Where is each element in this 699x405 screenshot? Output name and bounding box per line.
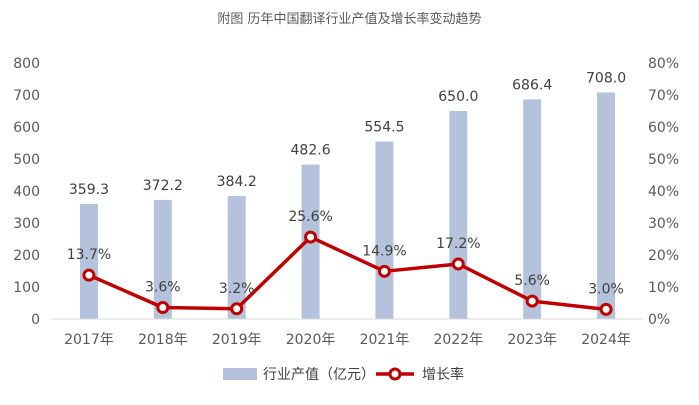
line-data-label: 3.0% [588, 281, 624, 297]
left-axis-tick-label: 200 [13, 248, 40, 264]
left-axis-tick-label: 300 [13, 216, 40, 232]
line-data-label: 17.2% [436, 236, 480, 252]
bar-data-label: 554.5 [364, 120, 404, 136]
left-axis-tick-label: 700 [13, 88, 40, 104]
left-axis-tick-label: 100 [13, 280, 40, 296]
right-axis-tick-label: 60% [648, 120, 679, 136]
legend-line-marker [388, 367, 402, 381]
right-axis-tick-label: 10% [648, 280, 679, 296]
right-axis-tick-label: 50% [648, 152, 679, 168]
bar [79, 204, 98, 319]
line-point [377, 264, 391, 278]
bar-data-label: 359.3 [69, 182, 109, 198]
left-axis-tick-label: 800 [13, 56, 40, 72]
x-axis-ticks: 2017年 2018年 2019年 2020年 2021年 2022年 2023年 2024年 [64, 332, 631, 348]
line-point [451, 257, 465, 271]
legend: 行业产值（亿元） 增长率 [223, 366, 464, 383]
left-axis-tick-label: 400 [13, 184, 40, 200]
left-axis-tick-label: 600 [13, 120, 40, 136]
bar [153, 199, 172, 319]
bar-data-label: 372.2 [143, 178, 183, 194]
left-axis-tick-label: 500 [13, 152, 40, 168]
legend-bar-label: 行业产值（亿元） [263, 367, 375, 383]
line-point [599, 302, 613, 316]
x-axis-tick-label: 2017年 [64, 332, 114, 348]
line-point [82, 268, 96, 282]
legend-bar-swatch [223, 368, 257, 380]
bar-data-label: 708.0 [586, 70, 626, 86]
left-axis-tick-label: 0 [31, 312, 40, 328]
right-axis-tick-label: 30% [648, 216, 679, 232]
bar-data-label: 650.0 [438, 89, 478, 105]
bar-data-label: 384.2 [217, 174, 257, 190]
legend-line-label: 增长率 [422, 366, 464, 383]
line-point [525, 294, 539, 308]
bar-data-label: 482.6 [291, 143, 331, 159]
line-data-label: 3.2% [219, 281, 255, 297]
x-axis-tick-label: 2018年 [138, 332, 188, 348]
line-point [304, 230, 318, 244]
line-data-label: 3.6% [145, 279, 181, 295]
right-axis-ticks: 0% 10% 20% 30% 40% 50% 60% 70% 80% [648, 56, 679, 328]
x-axis-tick-label: 2021年 [360, 332, 410, 348]
chart-title: 附图 历年中国翻译行业产值及增长率变动趋势 [217, 11, 481, 27]
line-data-label: 14.9% [362, 243, 406, 259]
line-point [230, 302, 244, 316]
left-axis-ticks: 0 100 200 300 400 500 600 700 800 [13, 56, 40, 328]
line-data-label: 13.7% [67, 247, 111, 263]
x-axis-tick-label: 2022年 [433, 332, 483, 348]
line-data-label: 5.6% [514, 273, 550, 289]
x-axis-tick-label: 2019年 [212, 332, 262, 348]
right-axis-tick-label: 20% [648, 248, 679, 264]
bar-data-labels: 359.3 372.2 384.2 482.6 554.5 650.0 686.4 708.0 [69, 70, 626, 198]
line-path [88, 235, 607, 312]
line-point [156, 300, 170, 314]
right-axis-tick-label: 40% [648, 184, 679, 200]
bar [227, 196, 246, 319]
line-data-labels: 13.7% 3.6% 3.2% 25.6% 14.9% 17.2% 5.6% 3.0% [67, 209, 624, 297]
line-series [82, 230, 613, 316]
x-axis-tick-label: 2024年 [581, 332, 631, 348]
bar [375, 141, 394, 319]
bar [523, 99, 542, 320]
bar [449, 111, 468, 319]
bar [597, 92, 616, 319]
right-axis-tick-label: 0% [648, 312, 670, 328]
right-axis-tick-label: 70% [648, 88, 679, 104]
line-data-label: 25.6% [288, 209, 332, 225]
right-axis-tick-label: 80% [648, 56, 679, 72]
bar-data-label: 686.4 [512, 77, 552, 93]
x-axis-tick-label: 2023年 [507, 332, 557, 348]
x-axis-tick-label: 2020年 [286, 332, 336, 348]
